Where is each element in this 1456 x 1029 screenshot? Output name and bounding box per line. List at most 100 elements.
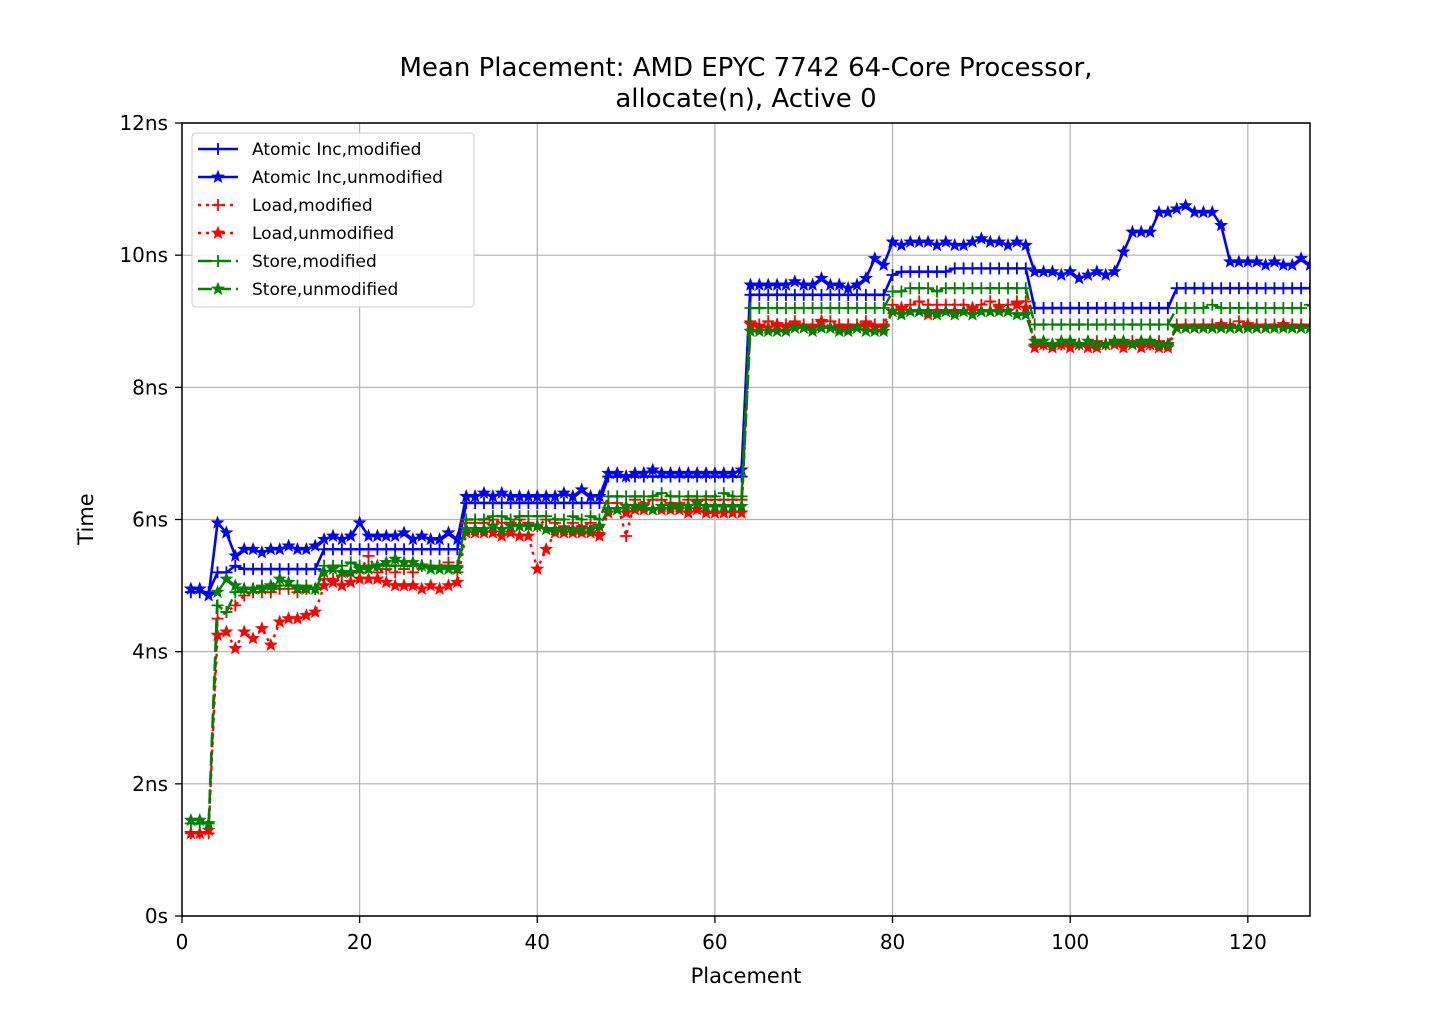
data-point [832,277,847,291]
data-point [210,627,225,642]
data-point [850,320,865,334]
data-point [1001,237,1016,252]
data-point [1098,267,1113,281]
data-point [476,522,491,536]
data-point [877,288,890,301]
data-point [219,571,234,585]
data-point [1295,302,1308,315]
data-point [734,505,749,519]
data-point [530,518,545,533]
data-point [334,578,349,592]
data-point [690,502,705,516]
data-point [281,574,296,589]
legend-item: Store,unmodified [198,280,398,300]
data-point [325,528,340,542]
data-point [841,323,856,338]
series-2 [183,198,1310,602]
data-point [592,528,607,542]
data-point [1019,282,1032,295]
data-point [1036,333,1051,348]
data-point [796,320,811,334]
data-point [228,578,243,592]
data-point [778,277,793,291]
data-point [1072,270,1087,285]
legend-item: Store,modified [198,252,377,272]
data-point [1134,340,1149,354]
data-point [495,510,508,523]
data-point [334,531,349,546]
data-point [219,624,234,638]
data-point [237,624,252,638]
data-point [494,522,509,536]
data-point [1045,264,1060,278]
data-point [965,234,980,248]
data-point [814,270,829,285]
data-point [681,505,696,519]
y-tick-label: 2ns [132,772,168,796]
data-point [620,530,633,543]
data-point [254,545,269,559]
data-point [610,465,625,480]
data-point [1107,264,1122,278]
data-point [717,487,730,500]
data-point [956,237,971,252]
data-point [583,522,598,536]
data-point [1214,218,1229,232]
data-point [281,538,296,552]
data-point [299,607,314,622]
legend-label: Atomic Inc,modified [252,140,421,160]
data-point [1249,254,1264,268]
data-point [930,285,943,298]
legend-item: Atomic Inc,modified [198,140,421,160]
legend-marker [211,281,225,295]
data-point [734,498,749,513]
x-tick-label: 80 [880,930,905,954]
data-point [263,637,278,652]
data-point [1045,337,1060,351]
data-point [1116,333,1131,348]
data-point [290,611,305,625]
data-point [922,282,935,295]
legend-item: Atomic Inc,unmodified [198,168,443,188]
data-point [210,584,225,599]
data-point [1205,204,1220,219]
data-point [921,303,936,318]
data-point [254,621,269,635]
data-point [254,581,269,595]
data-point [228,641,243,655]
data-point [850,277,865,291]
data-point [405,531,420,546]
data-point [938,234,953,248]
x-tick-label: 40 [525,930,550,954]
data-point [192,812,207,827]
data-point [379,555,394,569]
y-tick-label: 12ns [119,111,168,135]
data-point [574,482,589,496]
legend-item: Load,unmodified [198,224,394,244]
data-point [494,528,509,542]
data-point [521,528,536,542]
data-point [540,510,553,523]
data-point [485,489,500,503]
series-5 [184,282,1310,830]
y-axis-ticks: 0s 2ns 4ns 6ns 8ns 10ns 12ns [119,111,182,928]
legend-label: Load,modified [252,196,373,216]
legend-marker [212,199,224,211]
data-point [894,237,909,252]
data-point [1098,337,1113,351]
data-point [584,510,597,523]
data-point [1063,264,1078,278]
data-point [938,303,953,318]
data-point [450,574,465,589]
series-line [190,287,1310,825]
x-axis-ticks: 0 20 40 60 80 100 120 [176,916,1267,954]
data-point [1258,257,1273,272]
data-point [220,606,233,619]
data-point [485,525,500,539]
legend-marker [212,143,224,155]
data-point [1116,244,1131,258]
x-tick-label: 60 [702,930,727,954]
series-4 [183,297,1310,840]
data-point [539,541,554,556]
data-point [1019,262,1032,275]
